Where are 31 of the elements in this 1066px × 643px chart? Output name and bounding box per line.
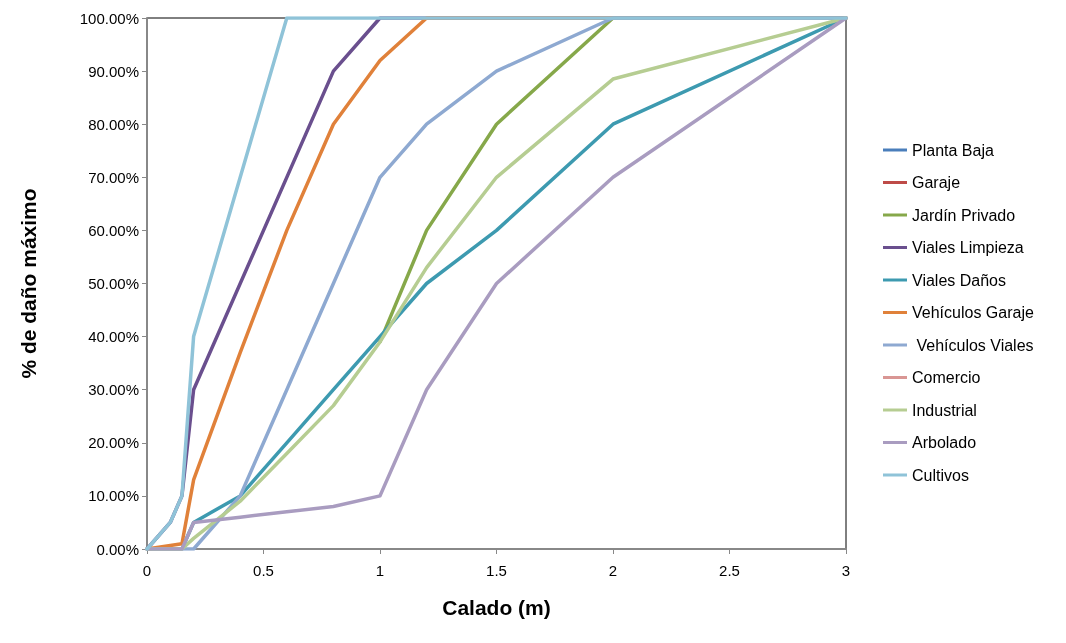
legend-label: Viales Daños xyxy=(912,271,1006,289)
y-tick-label: 90.00% xyxy=(88,62,139,80)
y-tick-label: 10.00% xyxy=(88,487,139,505)
y-tick-label: 50.00% xyxy=(88,275,139,292)
x-tick-label: 1 xyxy=(375,562,385,579)
legend-label: Arbolado xyxy=(912,434,977,451)
legend-label: Comercio xyxy=(912,369,981,386)
legend-label: Industrial xyxy=(912,401,977,419)
y-tick-label: 70.00% xyxy=(88,168,139,186)
legend-label: Planta Baja xyxy=(912,141,994,159)
y-tick-label: 80.00% xyxy=(88,115,139,133)
legend-label: Vehículos Viales xyxy=(912,336,1034,354)
x-tick-label: 2.5 xyxy=(719,562,740,579)
y-tick-label: 20.00% xyxy=(88,434,139,452)
x-tick-label: 3 xyxy=(841,562,851,579)
x-axis-title: Calado (m) xyxy=(442,596,551,619)
legend-label: Jardín Privado xyxy=(912,206,1016,224)
x-tick-label: 0 xyxy=(142,562,152,579)
legend-label: Cultivos xyxy=(912,466,969,484)
x-tick-label: 2 xyxy=(608,562,618,579)
legend-label: Viales Limpieza xyxy=(912,239,1024,256)
x-tick-label: 0.5 xyxy=(253,562,274,579)
y-axis-title: % de daño máximo xyxy=(17,188,40,379)
y-tick-label: 60.00% xyxy=(88,221,139,239)
y-tick-label: 30.00% xyxy=(88,381,139,399)
legend-label: Garaje xyxy=(912,174,961,191)
x-tick-label: 1.5 xyxy=(486,562,507,579)
y-tick-label: 100.00% xyxy=(79,9,139,27)
y-tick-label: 40.00% xyxy=(88,328,139,346)
y-tick-label: 0.00% xyxy=(96,540,139,558)
legend-label: Vehículos Garaje xyxy=(912,304,1034,321)
